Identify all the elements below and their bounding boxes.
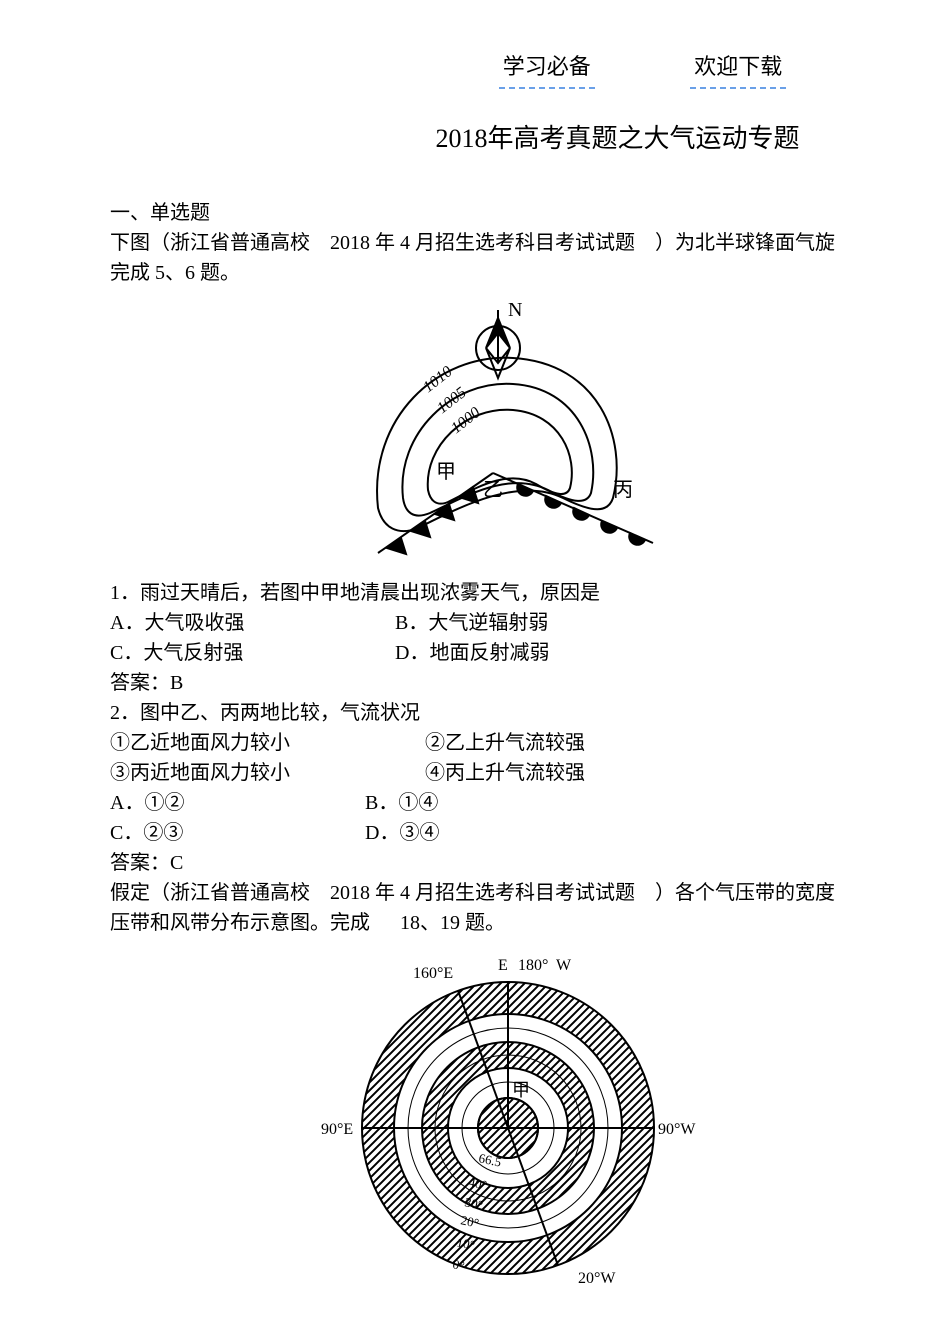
q1-stem: 1．雨过天晴后，若图中甲地清晨出现浓雾天气，原因是 [110, 578, 905, 608]
q1-opt-c: C．大气反射强 [110, 638, 390, 668]
diagram-cyclone: N 1010 1005 1000 [110, 298, 905, 568]
q1-answer: 答案：B [110, 668, 905, 698]
intro1-line2: 完成 5、6 题。 [110, 258, 905, 288]
label-yi: 乙 [483, 479, 503, 501]
q2-s1: ①乙近地面风力较小 [110, 728, 420, 758]
q2-row1: A．①② B．①④ [110, 788, 905, 818]
q2-s4: ④丙上升气流较强 [425, 758, 585, 788]
intro2-part3: ）各个气压带的宽度 [655, 882, 835, 904]
svg-text:0°: 0° [451, 1256, 466, 1273]
section-heading: 一、单选题 [110, 198, 905, 228]
q2-opt-a: A．①② [110, 788, 360, 818]
document-title: 2018年高考真题之大气运动专题 [330, 119, 905, 158]
q1-row2: C．大气反射强 D．地面反射减弱 [110, 638, 905, 668]
cyclone-svg: N 1010 1005 1000 [308, 298, 708, 568]
q2-sub1: ①乙近地面风力较小 ②乙上升气流较强 [110, 728, 905, 758]
q2-answer: 答案：C [110, 848, 905, 878]
header-right: 欢迎下载 [690, 50, 786, 89]
label-jia: 甲 [436, 461, 456, 483]
intro2-line1: 假定（浙江省普通高校 2018 年 4 月招生选考科目考试试题 ）各个气压带的宽… [110, 878, 905, 908]
intro1-part2: 2018 年 4 月招生选考科目考试试题 [330, 232, 635, 254]
intro2-part1: 假定（浙江省普通高校 [110, 882, 310, 904]
intro2-l2-part2: 18、19 题。 [400, 912, 505, 934]
belts-svg: 甲 66.5 40° 30° 20° 10° 0° 160°E E 180° W… [318, 948, 698, 1288]
page: 学习必备 欢迎下载 2018年高考真题之大气运动专题 一、单选题 下图（浙江省普… [0, 0, 945, 1338]
intro2-l2-part1: 压带和风带分布示意图。完成 [110, 912, 370, 934]
intro1-part3: ）为北半球锋面气旋 [655, 232, 835, 254]
q2-s2: ②乙上升气流较强 [425, 728, 585, 758]
belts-center-label: 甲 [512, 1080, 530, 1100]
north-label: N [508, 299, 522, 321]
q2-s3: ③丙近地面风力较小 [110, 758, 420, 788]
q2-sub2: ③丙近地面风力较小 ④丙上升气流较强 [110, 758, 905, 788]
q2-opt-c: C．②③ [110, 818, 360, 848]
intro1-part1: 下图（浙江省普通高校 [110, 232, 310, 254]
label-bing: 丙 [613, 479, 633, 501]
lon-180: 180° [518, 957, 548, 974]
lon-e: E [498, 957, 508, 974]
q1-opt-d: D．地面反射减弱 [395, 638, 549, 668]
lon-20w: 20°W [578, 1270, 616, 1287]
diagram-belts: 甲 66.5 40° 30° 20° 10° 0° 160°E E 180° W… [110, 948, 905, 1288]
lon-90e: 90°E [321, 1121, 353, 1138]
intro2-part2: 2018 年 4 月招生选考科目考试试题 [330, 882, 635, 904]
intro1-line1: 下图（浙江省普通高校 2018 年 4 月招生选考科目考试试题 ）为北半球锋面气… [110, 228, 905, 258]
q2-opt-b: B．①④ [365, 788, 438, 818]
page-header: 学习必备 欢迎下载 [380, 50, 905, 89]
q2-stem: 2．图中乙、丙两地比较，气流状况 [110, 698, 905, 728]
q1-row1: A．大气吸收强 B．大气逆辐射弱 [110, 608, 905, 638]
lon-90w: 90°W [658, 1121, 696, 1138]
intro2-line2: 压带和风带分布示意图。完成 18、19 题。 [110, 908, 905, 938]
q2-row2: C．②③ D．③④ [110, 818, 905, 848]
lon-w: W [556, 957, 572, 974]
lon-160e: 160°E [413, 965, 453, 982]
q1-opt-b: B．大气逆辐射弱 [395, 608, 548, 638]
q2-opt-d: D．③④ [365, 818, 439, 848]
q1-opt-a: A．大气吸收强 [110, 608, 390, 638]
header-left: 学习必备 [499, 50, 595, 89]
